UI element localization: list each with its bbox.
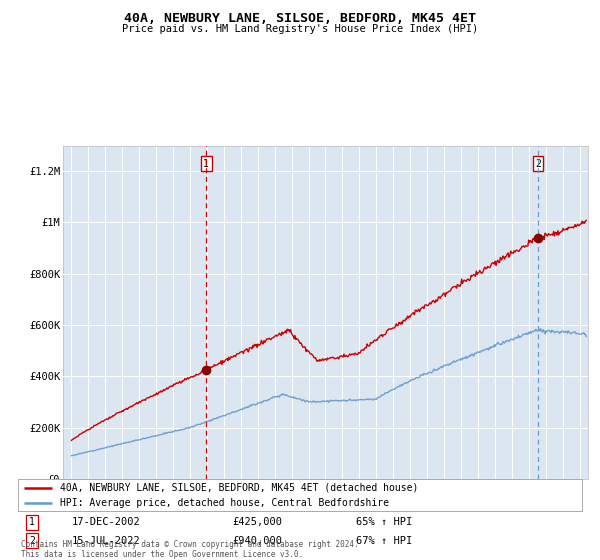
Text: 67% ↑ HPI: 67% ↑ HPI [356, 535, 413, 545]
Text: HPI: Average price, detached house, Central Bedfordshire: HPI: Average price, detached house, Cent… [60, 498, 389, 508]
Text: £425,000: £425,000 [232, 517, 283, 528]
Text: 17-DEC-2002: 17-DEC-2002 [71, 517, 140, 528]
Text: 1: 1 [203, 158, 209, 169]
Text: £940,000: £940,000 [232, 535, 283, 545]
Text: 2: 2 [535, 158, 541, 169]
Text: Price paid vs. HM Land Registry's House Price Index (HPI): Price paid vs. HM Land Registry's House … [122, 24, 478, 34]
Text: 40A, NEWBURY LANE, SILSOE, BEDFORD, MK45 4ET: 40A, NEWBURY LANE, SILSOE, BEDFORD, MK45… [124, 12, 476, 25]
Text: 40A, NEWBURY LANE, SILSOE, BEDFORD, MK45 4ET (detached house): 40A, NEWBURY LANE, SILSOE, BEDFORD, MK45… [60, 483, 419, 493]
Text: 1: 1 [29, 517, 35, 528]
Text: Contains HM Land Registry data © Crown copyright and database right 2024.
This d: Contains HM Land Registry data © Crown c… [21, 540, 359, 559]
Text: 65% ↑ HPI: 65% ↑ HPI [356, 517, 413, 528]
Text: 2: 2 [29, 535, 35, 545]
Text: 15-JUL-2022: 15-JUL-2022 [71, 535, 140, 545]
